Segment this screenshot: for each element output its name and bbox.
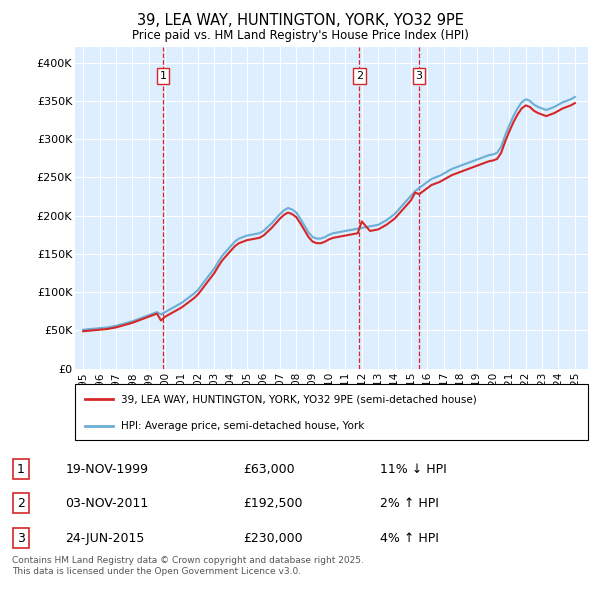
- Text: 1: 1: [17, 463, 25, 476]
- Text: 24-JUN-2015: 24-JUN-2015: [65, 532, 145, 545]
- Text: 4% ↑ HPI: 4% ↑ HPI: [380, 532, 439, 545]
- Text: 03-NOV-2011: 03-NOV-2011: [65, 497, 149, 510]
- Text: Contains HM Land Registry data © Crown copyright and database right 2025.
This d: Contains HM Land Registry data © Crown c…: [12, 556, 364, 576]
- Text: 2% ↑ HPI: 2% ↑ HPI: [380, 497, 439, 510]
- Text: HPI: Average price, semi-detached house, York: HPI: Average price, semi-detached house,…: [121, 421, 365, 431]
- Text: 2: 2: [356, 71, 363, 81]
- Text: 19-NOV-1999: 19-NOV-1999: [65, 463, 148, 476]
- Text: Price paid vs. HM Land Registry's House Price Index (HPI): Price paid vs. HM Land Registry's House …: [131, 29, 469, 42]
- Text: 39, LEA WAY, HUNTINGTON, YORK, YO32 9PE: 39, LEA WAY, HUNTINGTON, YORK, YO32 9PE: [137, 13, 463, 28]
- Text: 1: 1: [160, 71, 167, 81]
- Text: 39, LEA WAY, HUNTINGTON, YORK, YO32 9PE (semi-detached house): 39, LEA WAY, HUNTINGTON, YORK, YO32 9PE …: [121, 394, 477, 404]
- Text: £230,000: £230,000: [244, 532, 303, 545]
- Text: 3: 3: [415, 71, 422, 81]
- FancyBboxPatch shape: [75, 384, 588, 440]
- Text: 3: 3: [17, 532, 25, 545]
- Text: £192,500: £192,500: [244, 497, 303, 510]
- Text: £63,000: £63,000: [244, 463, 295, 476]
- Text: 11% ↓ HPI: 11% ↓ HPI: [380, 463, 447, 476]
- Text: 2: 2: [17, 497, 25, 510]
